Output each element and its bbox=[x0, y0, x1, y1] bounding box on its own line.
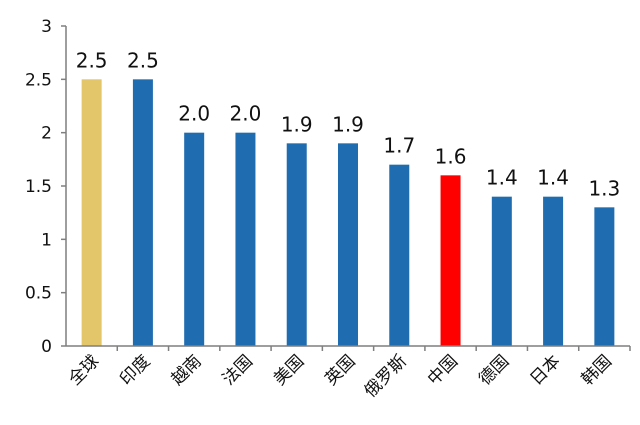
y-tick-label: 3 bbox=[41, 17, 52, 37]
y-tick-label: 1.5 bbox=[25, 177, 52, 197]
bar bbox=[184, 132, 205, 346]
data-label: 1.7 bbox=[383, 134, 415, 158]
x-tick-label: 日本 bbox=[526, 351, 564, 389]
x-tick-label: 全球 bbox=[65, 351, 103, 389]
data-label: 2.0 bbox=[178, 102, 210, 126]
data-label: 2.5 bbox=[76, 48, 108, 72]
x-tick-label: 美国 bbox=[270, 351, 308, 389]
bar bbox=[338, 143, 358, 346]
bar bbox=[543, 196, 564, 346]
data-label: 1.6 bbox=[435, 144, 467, 168]
data-label: 2.5 bbox=[127, 48, 159, 72]
category-labels: 全球 印度 越南 法国 美国 英国 俄罗斯 中国 德国 日本 韩国 bbox=[65, 351, 616, 401]
x-tick-label: 韩国 bbox=[578, 351, 616, 389]
data-label: 1.9 bbox=[332, 112, 364, 136]
y-tick-label: 1 bbox=[41, 230, 52, 250]
y-tick-label: 0.5 bbox=[25, 284, 52, 304]
x-tick-label: 中国 bbox=[424, 351, 462, 389]
x-tick-label: 越南 bbox=[168, 351, 206, 389]
bar bbox=[81, 79, 102, 346]
data-label: 1.4 bbox=[537, 166, 569, 190]
y-tick-label: 0 bbox=[41, 337, 52, 357]
data-label: 1.4 bbox=[486, 166, 518, 190]
data-label: 1.3 bbox=[588, 176, 620, 200]
y-tick-label: 2.5 bbox=[25, 70, 52, 90]
data-labels: 2.5 2.5 2.0 2.0 1.9 1.9 1.7 1.6 1.4 1.4 1.3 bbox=[76, 48, 621, 200]
bar bbox=[594, 207, 615, 346]
y-axis-ticks: 0 0.5 1 1.5 2 2.5 3 bbox=[25, 17, 66, 357]
x-tick-label: 英国 bbox=[321, 351, 359, 389]
data-label: 1.9 bbox=[281, 112, 313, 136]
bar bbox=[286, 143, 307, 346]
bar bbox=[132, 79, 153, 346]
bar bbox=[491, 196, 512, 346]
bar bbox=[235, 132, 256, 346]
bars bbox=[81, 79, 615, 346]
y-tick-label: 2 bbox=[41, 124, 52, 144]
data-label: 2.0 bbox=[230, 102, 262, 126]
x-tick-label: 德国 bbox=[475, 351, 513, 389]
x-tick-label: 法国 bbox=[219, 351, 257, 389]
bar bbox=[440, 175, 461, 346]
x-axis-ticks bbox=[116, 346, 631, 351]
x-tick-label: 俄罗斯 bbox=[361, 351, 411, 401]
x-tick-label: 印度 bbox=[116, 351, 154, 389]
bar bbox=[389, 164, 410, 346]
